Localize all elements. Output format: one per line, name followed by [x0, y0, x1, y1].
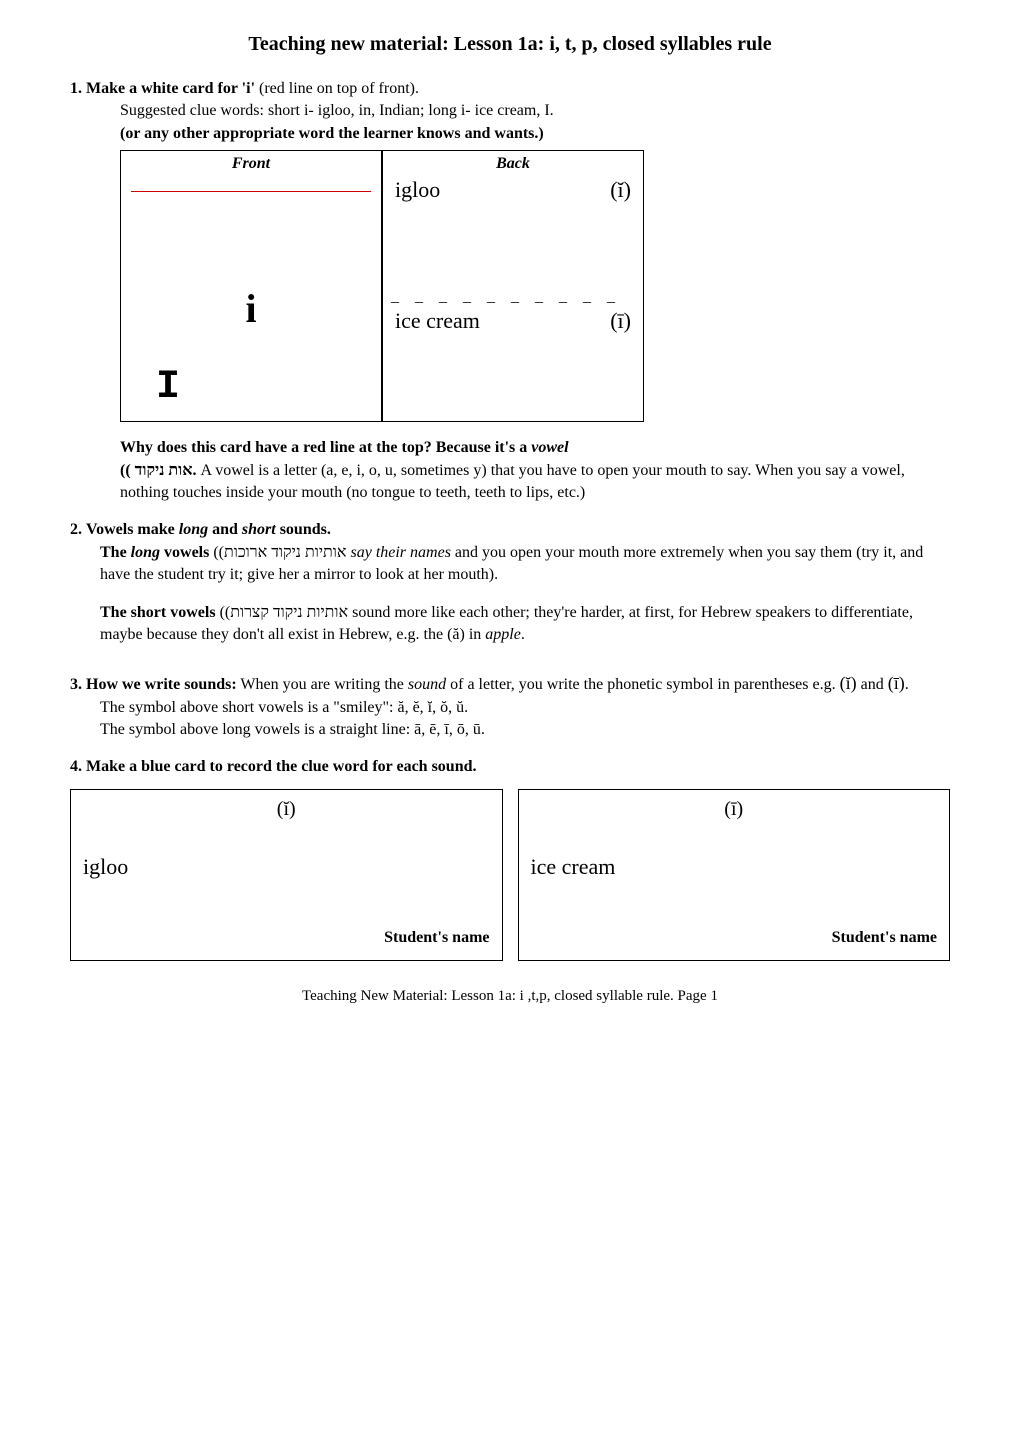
blue-right-name: Student's name: [832, 927, 937, 949]
blue-cards: (ĭ) igloo Student's name (ī) ice cream S…: [70, 789, 950, 961]
blue-right-sym: (ī): [519, 795, 950, 823]
card-row: Front i I Back igloo (ĭ) _ _ _ _ _ _ _ _…: [120, 150, 950, 422]
i2-2e: say their names: [350, 544, 450, 561]
num-2: 2.: [70, 521, 82, 538]
i2-para2: The short vowels ((אותיות ניקוד קצרות so…: [100, 602, 950, 647]
back-icecream: ice cream: [395, 306, 480, 337]
i2-3a: The short vowels: [100, 604, 216, 621]
sug-long: ice cream, I.: [475, 102, 554, 119]
i2-1c: and: [208, 521, 242, 538]
i2-2b: long: [131, 544, 160, 561]
item1-orany: (or any other appropriate word the learn…: [120, 123, 950, 145]
why-rest: A vowel is a letter (a, e, i, o, u, some…: [120, 462, 905, 501]
page-footer: Teaching New Material: Lesson 1a: i ,t,p…: [70, 986, 950, 1007]
i2-1a: Vowels make: [86, 521, 179, 538]
or-any-text: (or any other appropriate word the learn…: [120, 125, 544, 142]
back-sym-long: (ī): [610, 306, 631, 337]
num-1: 1.: [70, 80, 82, 97]
i3-sym2: (ī): [888, 673, 905, 693]
back-sym-short: (ĭ): [610, 175, 631, 206]
i2-3c: apple: [485, 626, 521, 643]
sug-prefix: Suggested clue words: short i-: [120, 102, 318, 119]
why-hebrew: (( אות ניקוד.: [120, 462, 197, 479]
blue-right-word: ice cream: [531, 852, 616, 883]
num-3: 3.: [70, 676, 82, 693]
num-4: 4.: [70, 758, 82, 775]
blue-left-sym: (ĭ): [71, 795, 502, 823]
i2-2c: vowels: [160, 544, 209, 561]
sug-short: igloo, in, Indian;: [318, 102, 425, 119]
item1-lead-bold: Make a white card for 'i': [86, 80, 255, 97]
i2-2d: ((אותיות ניקוד ארוכות: [209, 544, 350, 561]
capital-i: I: [156, 360, 180, 416]
i2-1b: long: [179, 521, 208, 538]
blue-card-left: (ĭ) igloo Student's name: [70, 789, 503, 961]
back-label: Back: [383, 153, 643, 175]
item1-lead-rest: (red line on top of front).: [255, 80, 419, 97]
blue-left-word: igloo: [83, 852, 128, 883]
item-4: 4. Make a blue card to record the clue w…: [70, 756, 950, 960]
i3-f: .: [905, 676, 909, 693]
i3-b: When you are writing the: [237, 676, 408, 693]
i2-2a: The: [100, 544, 131, 561]
i3-h: The symbol above long vowels is a straig…: [100, 719, 950, 741]
i3-a: How we write sounds:: [86, 676, 237, 693]
item1-suggested: Suggested clue words: short i- igloo, in…: [120, 100, 950, 122]
blue-left-name: Student's name: [384, 927, 489, 949]
i2-1d: short: [242, 521, 276, 538]
item-2: 2. Vowels make long and short sounds. Th…: [70, 519, 950, 646]
blue-card-right: (ī) ice cream Student's name: [518, 789, 951, 961]
i2-1e: sounds.: [276, 521, 331, 538]
front-label: Front: [121, 153, 381, 175]
why-italic: vowel: [531, 439, 568, 456]
sug-long-pre: long i-: [424, 102, 474, 119]
lowercase-i: i: [121, 281, 381, 337]
i3-d: of a letter, you write the phonetic symb…: [446, 676, 839, 693]
item-3: 3. How we write sounds: When you are wri…: [70, 671, 950, 741]
i2-3d: .: [521, 626, 525, 643]
card-front: Front i I: [120, 150, 382, 422]
item-1: 1. Make a white card for 'i' (red line o…: [70, 78, 950, 504]
page-title: Teaching new material: Lesson 1a: i, t, …: [70, 30, 950, 58]
why-bold: Why does this card have a red line at th…: [120, 439, 531, 456]
why-block: Why does this card have a red line at th…: [120, 437, 950, 504]
i3-e: and: [857, 676, 888, 693]
i3-c: sound: [408, 676, 446, 693]
i4-text: Make a blue card to record the clue word…: [86, 758, 476, 775]
i2-para1: The long vowels ((אותיות ניקוד ארוכות sa…: [100, 542, 950, 587]
back-igloo: igloo: [395, 175, 440, 206]
i3-g: The symbol above short vowels is a "smil…: [100, 697, 950, 719]
card-back: Back igloo (ĭ) _ _ _ _ _ _ _ _ _ _ ice c…: [382, 150, 644, 422]
red-line: [131, 191, 371, 192]
i3-sym1: (ĭ): [840, 673, 857, 693]
